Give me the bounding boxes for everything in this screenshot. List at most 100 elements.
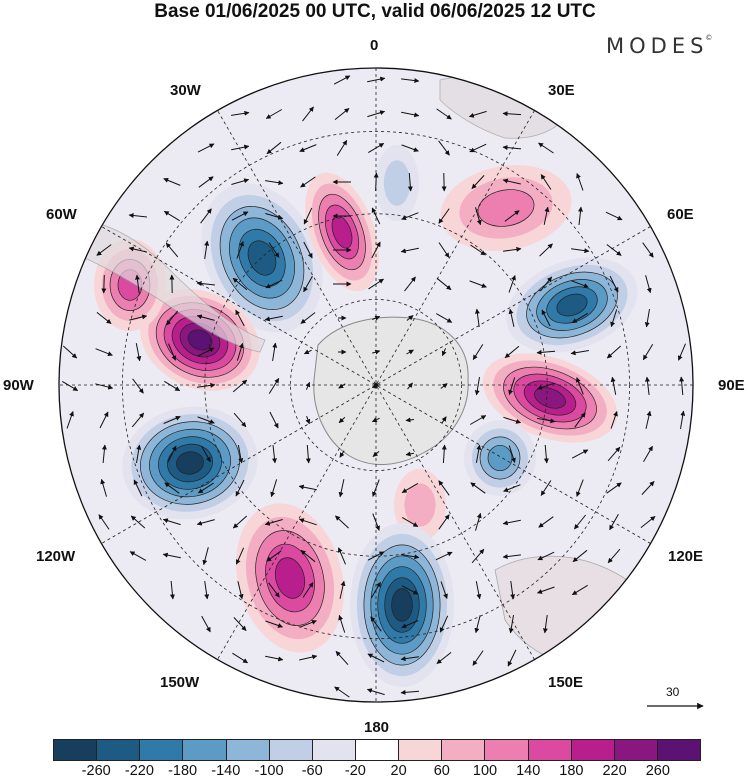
colorbar-segment (571, 740, 615, 760)
wind-vector (610, 309, 618, 328)
wind-vector (204, 240, 210, 259)
wind-vector (166, 310, 178, 326)
anomaly-contour (274, 557, 306, 599)
colorbar-ticks: -260 -220 -180 -140 -100 -60 -20 20 60 100 140 180 2… (53, 763, 701, 781)
antarctica-outline (313, 316, 469, 465)
wind-vector (469, 415, 487, 425)
wind-vector (66, 411, 74, 429)
wind-vector (468, 110, 487, 118)
wind-vector (438, 480, 450, 496)
wind-vector (571, 449, 589, 459)
wind-vector (537, 586, 555, 594)
south-america-outline (59, 220, 266, 353)
anomaly-contour (477, 189, 535, 227)
wind-vector (372, 315, 381, 321)
wind-vector (475, 512, 482, 531)
colorbar-segment (226, 740, 270, 760)
wind-vector (538, 516, 554, 528)
wind-vector (366, 688, 385, 696)
wind-vector (504, 345, 520, 359)
wind-vector (502, 145, 522, 151)
wind-vector (503, 484, 521, 492)
wind-vector (508, 275, 516, 293)
wind-vector (508, 377, 516, 396)
wind-vector (235, 309, 245, 327)
wind-vector (305, 444, 311, 464)
wind-vector (133, 479, 143, 497)
wind-vector (368, 278, 384, 290)
wind-vector (335, 650, 349, 666)
wind-vector (645, 275, 652, 294)
wind-vector (400, 247, 419, 254)
wind-vector (368, 142, 385, 154)
wind-vector (136, 444, 142, 463)
wind-vector (571, 248, 590, 254)
wind-vector (169, 580, 175, 600)
wind-vector (272, 342, 278, 361)
modes-logo: MODES© (606, 34, 712, 58)
wind-vector (232, 379, 248, 393)
wind-vector (571, 280, 589, 288)
wind-vector (441, 416, 447, 424)
wind-vector (372, 451, 380, 457)
wind-vector (62, 345, 78, 359)
colorbar-segment (355, 740, 400, 760)
wind-vector (570, 350, 589, 356)
lon-label-30w: 30W (170, 82, 201, 99)
wind-vector (198, 176, 214, 188)
wind-vector (300, 549, 316, 563)
wind-vector (606, 482, 622, 494)
wind-vector (502, 519, 521, 526)
brand-name: MODES (606, 34, 709, 58)
wind-vector (305, 416, 311, 425)
anomaly-positive (394, 469, 446, 541)
wind-vector (404, 276, 416, 292)
wind-vector (474, 308, 480, 327)
wind-vector (235, 547, 245, 565)
wind-vector (401, 585, 419, 595)
wind-vector (201, 445, 211, 463)
wind-vector (438, 242, 450, 258)
wind-vectors (62, 75, 686, 698)
wind-vector (162, 518, 181, 526)
colorbar (53, 739, 701, 761)
colorbar-segment (442, 740, 486, 760)
wind-vector (401, 516, 419, 528)
wind-vector (339, 580, 346, 599)
wind-vector (574, 412, 586, 428)
wind-vector (197, 347, 215, 357)
lon-label-90e: 90E (718, 377, 745, 394)
lon-label-60e: 60E (667, 206, 694, 223)
wind-vector (367, 653, 385, 663)
wind-vector (539, 276, 553, 292)
wind-vector (163, 177, 181, 186)
colorbar-tick-label: -60 (301, 763, 323, 779)
meridian-line (217, 110, 535, 660)
anomaly-contour (247, 240, 277, 276)
wind-vector (367, 76, 386, 83)
wind-vector (197, 416, 215, 424)
wind-vector (371, 241, 381, 259)
anomaly-contour (404, 483, 436, 527)
lon-label-90w: 90W (3, 377, 34, 394)
wind-vector (439, 615, 449, 633)
wind-vector (165, 242, 179, 258)
wind-vector (571, 312, 588, 324)
wind-vector (507, 649, 517, 667)
wind-vector (164, 380, 181, 392)
anomaly-positive (236, 503, 344, 653)
wind-vector (400, 689, 420, 695)
colorbar-segment (140, 740, 184, 760)
wind-vector (372, 349, 381, 355)
wind-vector (508, 308, 515, 327)
wind-vector (401, 111, 420, 118)
wind-vector (200, 208, 212, 224)
wind-vector (371, 207, 381, 225)
wind-vector (264, 315, 283, 322)
wind-vector (370, 616, 382, 632)
wind-vector (334, 108, 350, 120)
wind-vector (542, 615, 548, 634)
wind-vector (610, 376, 617, 395)
wind-vector (196, 281, 215, 286)
wind-vector (471, 175, 485, 189)
